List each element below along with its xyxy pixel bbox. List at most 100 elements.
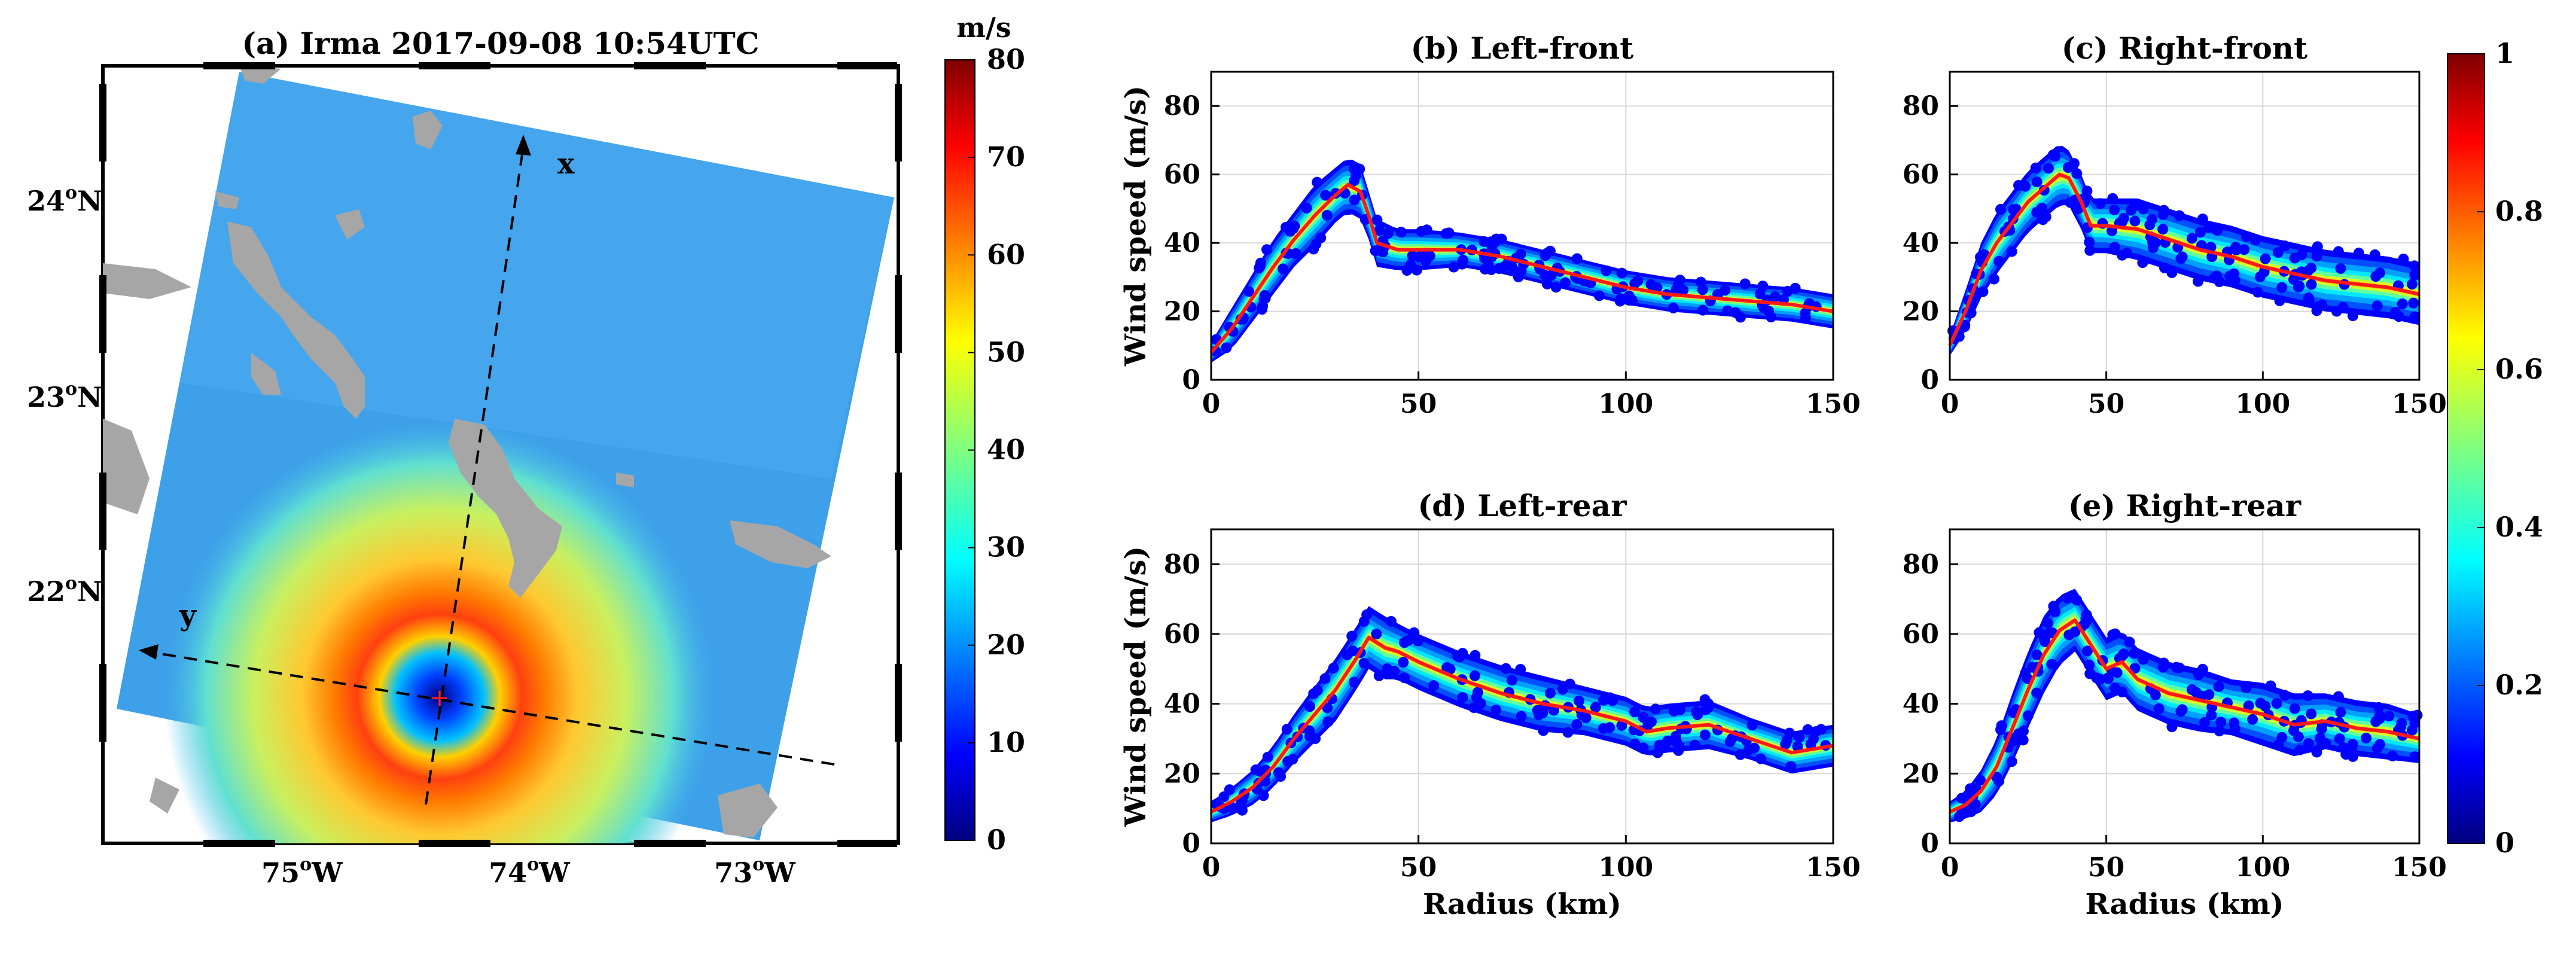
scatter-point [2175, 253, 2187, 264]
scatter-point [1288, 223, 1299, 234]
scatter-point [2337, 301, 2349, 313]
scatter-point [2215, 717, 2227, 728]
scatter-point [2335, 263, 2346, 274]
island-hispaniola-tip [718, 784, 778, 837]
scatter-point [2138, 203, 2149, 215]
scatter-point [2243, 700, 2254, 712]
scatter-point [1472, 687, 1483, 698]
scatter-point [1221, 342, 1232, 353]
map-content: x y + [103, 66, 894, 843]
scatter-point [1374, 225, 1385, 236]
scatter-point [2373, 702, 2385, 713]
mean-wind-line [1948, 172, 2420, 347]
scatter-point [1975, 251, 1986, 263]
scatter-point [2409, 311, 2420, 322]
scatter-point [2361, 732, 2372, 743]
scatter-point [1629, 706, 1641, 718]
scatter-point [2129, 199, 2140, 210]
map-border-ticks [99, 62, 902, 847]
scatter-point [2390, 307, 2401, 318]
scatter-point [1746, 720, 1758, 731]
scatter-point [2409, 751, 2420, 763]
scatter-point [2229, 268, 2240, 279]
x-tick-label: 100 [2235, 389, 2290, 419]
speed-tick-label: 60 [987, 238, 1025, 270]
scatter-point [1784, 727, 1795, 739]
scatter-point [2240, 682, 2252, 693]
axes-frame [1949, 71, 2420, 381]
scatter-point [1469, 670, 1480, 681]
scatter-point [2006, 756, 2017, 767]
x-tick-label: 150 [1806, 852, 1861, 883]
x-tick-label: 150 [2392, 389, 2447, 419]
scatter-point [1697, 284, 1708, 295]
scatter-point [1785, 761, 1797, 772]
scatter-point [1405, 259, 1416, 270]
x-tick-label: 50 [2088, 389, 2124, 419]
y-tick-label: 80 [1164, 91, 1200, 121]
scatter-point [1377, 246, 1389, 258]
y-tick-label: 0 [1920, 828, 1939, 859]
island-top [239, 66, 281, 84]
scatter-point [2347, 310, 2358, 321]
scatter-point [1254, 262, 1265, 273]
scatter-point [2080, 191, 2092, 203]
island-east-2 [616, 473, 634, 487]
scatter-point [1574, 695, 1585, 706]
y-tick-label: 20 [1164, 297, 1200, 327]
scatter-point [2063, 629, 2075, 641]
scatter-point [1412, 635, 1423, 647]
scatter-point [1398, 657, 1409, 668]
speed-tick-label: 80 [987, 43, 1025, 75]
y-tick-label: 60 [1903, 619, 1939, 650]
scatter-point [1607, 695, 1618, 706]
scatter-point [2031, 176, 2042, 188]
scatter-point [1440, 228, 1452, 239]
scatter-point [2048, 601, 2059, 612]
scatter-point [2254, 271, 2266, 282]
scatter-point [2129, 215, 2141, 227]
scatter-point [2031, 687, 2042, 699]
scatter-point [1550, 282, 1562, 293]
scatter-point [2195, 227, 2206, 238]
scatter-point [2407, 279, 2418, 290]
scatter-point [2409, 269, 2420, 281]
scatter-point [1371, 214, 1383, 225]
chart-title: (b) Left-front [1411, 31, 1634, 66]
scatter-point [2374, 710, 2385, 721]
scatter-point [1629, 738, 1641, 749]
scatter-point [2109, 628, 2121, 639]
scatter-point [2193, 276, 2204, 287]
density-tick-label: 0.4 [2495, 511, 2543, 543]
scatter-point [2166, 267, 2178, 278]
scatter-point [1792, 741, 1803, 752]
x-tick-label: 0 [1941, 852, 1959, 883]
scatter-point [1755, 753, 1767, 764]
scatter-point [2214, 726, 2225, 737]
scatter-point [1457, 692, 1468, 703]
scatter-point [1373, 670, 1385, 681]
scatter-point [1275, 771, 1287, 782]
scatter-point [2117, 686, 2128, 697]
scatter-point [1805, 739, 1816, 750]
scatter-point [2387, 750, 2398, 761]
scatter-point [1689, 739, 1700, 751]
scatter-point [2289, 252, 2300, 264]
scatter-point [1319, 673, 1331, 684]
y-tick-label: 60 [1903, 160, 1939, 190]
scatter-point [1409, 627, 1420, 638]
y-tick-label: 40 [1903, 689, 1939, 720]
scatter-point [2031, 649, 2042, 660]
scatter-point [2303, 737, 2314, 749]
land-masses [103, 66, 831, 837]
scatter-point [1224, 784, 1235, 796]
scatter-point [2311, 746, 2322, 758]
scatter-point [1413, 251, 1424, 263]
y-tick-label: 40 [1164, 689, 1200, 720]
scatter-point [2306, 263, 2317, 274]
lon-label-74: 74oW [489, 854, 571, 889]
scatter-point [1691, 706, 1702, 718]
lon-labels: 75oW 74oW 73oW [261, 854, 796, 889]
scatter-point [2229, 717, 2240, 729]
